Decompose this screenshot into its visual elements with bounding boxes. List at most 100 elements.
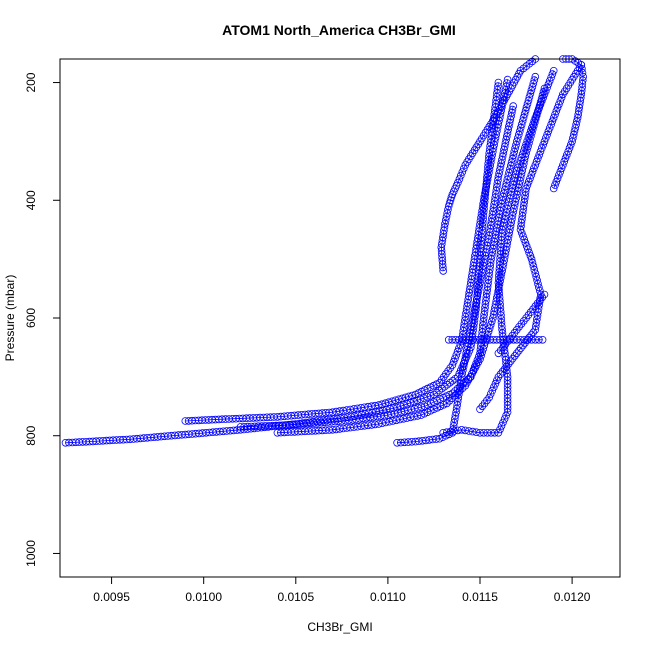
- data-point: [341, 416, 350, 425]
- data-point: [456, 341, 465, 349]
- data-point: [456, 171, 465, 180]
- data-point: [564, 147, 572, 156]
- data-point: [523, 100, 532, 108]
- data-point: [493, 85, 502, 94]
- x-axis: 0.0095 0.0100 0.0105 0.0110 0.0115 0.0120: [93, 577, 591, 604]
- x-tick-label: 0.0120: [554, 590, 591, 604]
- data-point: [460, 320, 469, 328]
- data-point: [439, 428, 448, 437]
- data-point: [455, 175, 464, 183]
- data-point: [496, 425, 504, 434]
- data-point: [549, 184, 558, 193]
- data-point: [527, 86, 536, 95]
- data-point: [553, 174, 562, 183]
- data-point: [531, 325, 540, 334]
- data-point: [499, 193, 507, 201]
- data-point: [547, 120, 555, 129]
- data-point: [360, 403, 369, 412]
- data-point: [486, 390, 495, 398]
- data-point: [508, 215, 516, 223]
- data-point: [483, 428, 492, 437]
- data-point: [531, 335, 540, 344]
- data-point: [501, 212, 510, 220]
- data-point: [458, 330, 467, 339]
- data-point: [535, 104, 543, 112]
- data-point: [443, 380, 452, 389]
- data-point: [367, 421, 376, 429]
- data-point: [381, 399, 390, 408]
- data-point: [533, 315, 541, 324]
- data-point: [552, 178, 561, 186]
- data-point: [441, 216, 450, 225]
- data-point: [449, 357, 458, 366]
- data-point: [559, 161, 567, 169]
- data-point: [495, 293, 504, 302]
- data-point: [367, 402, 376, 411]
- data-point: [459, 164, 468, 173]
- data-point: [529, 79, 538, 88]
- data-point: [506, 194, 514, 203]
- data-point: [530, 164, 538, 173]
- data-point: [522, 140, 530, 149]
- data-point: [544, 127, 553, 136]
- x-axis-label: CH3Br_GMI: [307, 620, 372, 634]
- data-point: [540, 90, 549, 99]
- data-point: [476, 355, 484, 364]
- data-point: [521, 239, 530, 247]
- data-point: [398, 394, 406, 403]
- data-point: [537, 144, 546, 152]
- data-point: [521, 106, 530, 115]
- data-point: [413, 396, 422, 405]
- data-point: [551, 181, 559, 189]
- data-point: [548, 117, 557, 125]
- data-point: [522, 184, 530, 193]
- data-point: [404, 392, 413, 401]
- data-point: [497, 315, 506, 323]
- data-point: [328, 425, 337, 434]
- data-point: [477, 240, 485, 249]
- data-point: [379, 406, 387, 415]
- x-tick-label: 0.0105: [277, 590, 314, 604]
- data-point: [502, 179, 511, 187]
- data-point: [486, 321, 495, 329]
- data-point: [495, 289, 504, 298]
- data-point: [498, 196, 506, 205]
- data-point: [526, 174, 534, 183]
- data-point: [500, 415, 509, 423]
- data-point: [535, 335, 543, 344]
- data-point: [366, 413, 375, 422]
- data-point: [494, 78, 503, 87]
- data-point: [485, 324, 494, 333]
- data-point: [522, 103, 531, 112]
- data-point: [528, 128, 536, 137]
- data-point: [494, 82, 502, 90]
- data-point: [479, 196, 488, 205]
- data-point: [479, 345, 488, 353]
- data-point: [539, 93, 547, 102]
- data-point: [448, 376, 457, 385]
- data-point: [443, 209, 452, 218]
- data-point: [512, 141, 520, 149]
- data-point: [342, 406, 351, 414]
- data-point: [457, 425, 466, 434]
- data-point: [547, 73, 555, 82]
- data-point: [487, 428, 495, 437]
- data-point: [526, 127, 535, 135]
- data-point: [492, 92, 501, 101]
- data-point: [578, 68, 587, 77]
- data-point: [496, 307, 505, 316]
- x-tick-label: 0.0115: [462, 590, 498, 604]
- data-point: [350, 405, 358, 413]
- data-point: [516, 335, 525, 344]
- plot-area: [61, 55, 587, 447]
- data-point: [536, 98, 545, 106]
- data-point: [545, 77, 554, 85]
- data-point: [507, 158, 516, 167]
- data-point: [527, 255, 536, 263]
- data-point: [378, 400, 386, 409]
- data-point: [413, 412, 422, 420]
- x-tick-label: 0.0110: [370, 590, 406, 604]
- data-point: [535, 151, 543, 159]
- data-point: [498, 225, 506, 234]
- data-point: [454, 178, 462, 187]
